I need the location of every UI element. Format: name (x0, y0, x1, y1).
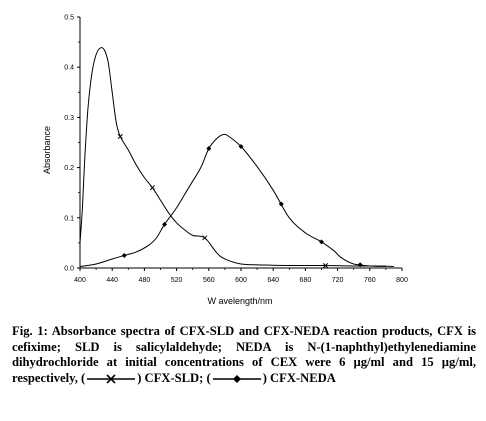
cfx-neda-marker (357, 262, 363, 268)
cfx-sld-line (79, 47, 394, 267)
cfx-neda-marker (162, 221, 168, 227)
chart-ticks: 400 440 480 520 560 600 640 680 720 760 800 0.0 0.1 0… (64, 15, 408, 285)
cfx-neda-legend-symbol (212, 374, 261, 383)
caption-text: Fig. 1: Absorbance spectra of CFX-SLD an… (12, 324, 476, 385)
cfx-sld-marker (322, 262, 329, 269)
x-axis-label: W avelength/nm (207, 296, 272, 306)
cfx-sld-marker (149, 185, 156, 191)
x-tick-label: 640 (267, 277, 279, 284)
figure-caption: Fig. 1: Absorbance spectra of CFX-SLD an… (12, 324, 476, 386)
x-tick-label: 760 (364, 277, 376, 284)
x-tick-label: 560 (203, 277, 215, 284)
x-stroke (117, 133, 123, 140)
cfx-neda-line (79, 133, 386, 267)
y-tick-label: 0.3 (64, 115, 74, 122)
y-tick-label: 0.1 (64, 215, 74, 222)
chart-series-layer (79, 47, 394, 269)
cfx-neda-marker (319, 239, 324, 245)
cfx-sld-legend-label: ) CFX-SLD; ( (137, 370, 211, 385)
cfx-sld-legend-symbol (87, 374, 136, 384)
y-tick-label: 0.4 (64, 65, 74, 72)
x-stroke (202, 235, 208, 241)
x-tick-label: 440 (106, 277, 118, 284)
y-axis-label: Absorbance (42, 126, 52, 174)
x-tick-label: 400 (74, 277, 86, 284)
x-tick-label: 680 (300, 277, 312, 284)
absorbance-chart: 400 440 480 520 560 600 640 680 720 760 800 0.0 0.1 0… (42, 15, 408, 307)
x-stroke (322, 262, 329, 269)
x-tick-label: 520 (171, 277, 183, 284)
cfx-neda-marker (238, 144, 244, 150)
cfx-neda-marker (121, 252, 127, 258)
y-tick-label: 0.5 (64, 15, 74, 22)
cfx-neda-marker (278, 201, 284, 207)
chart-axes (79, 17, 402, 269)
cfx-sld-marker (117, 133, 123, 140)
x-tick-label: 480 (139, 277, 151, 284)
x-tick-label: 600 (235, 277, 247, 284)
cfx-neda-marker (206, 146, 212, 152)
x-stroke (149, 185, 156, 191)
cfx-neda-legend-label: ) CFX-NEDA (262, 370, 336, 385)
x-tick-label: 720 (332, 277, 344, 284)
y-tick-label: 0.2 (64, 165, 74, 172)
x-tick-label: 800 (396, 277, 408, 284)
y-tick-label: 0.0 (64, 266, 74, 273)
cfx-sld-marker (202, 235, 208, 241)
